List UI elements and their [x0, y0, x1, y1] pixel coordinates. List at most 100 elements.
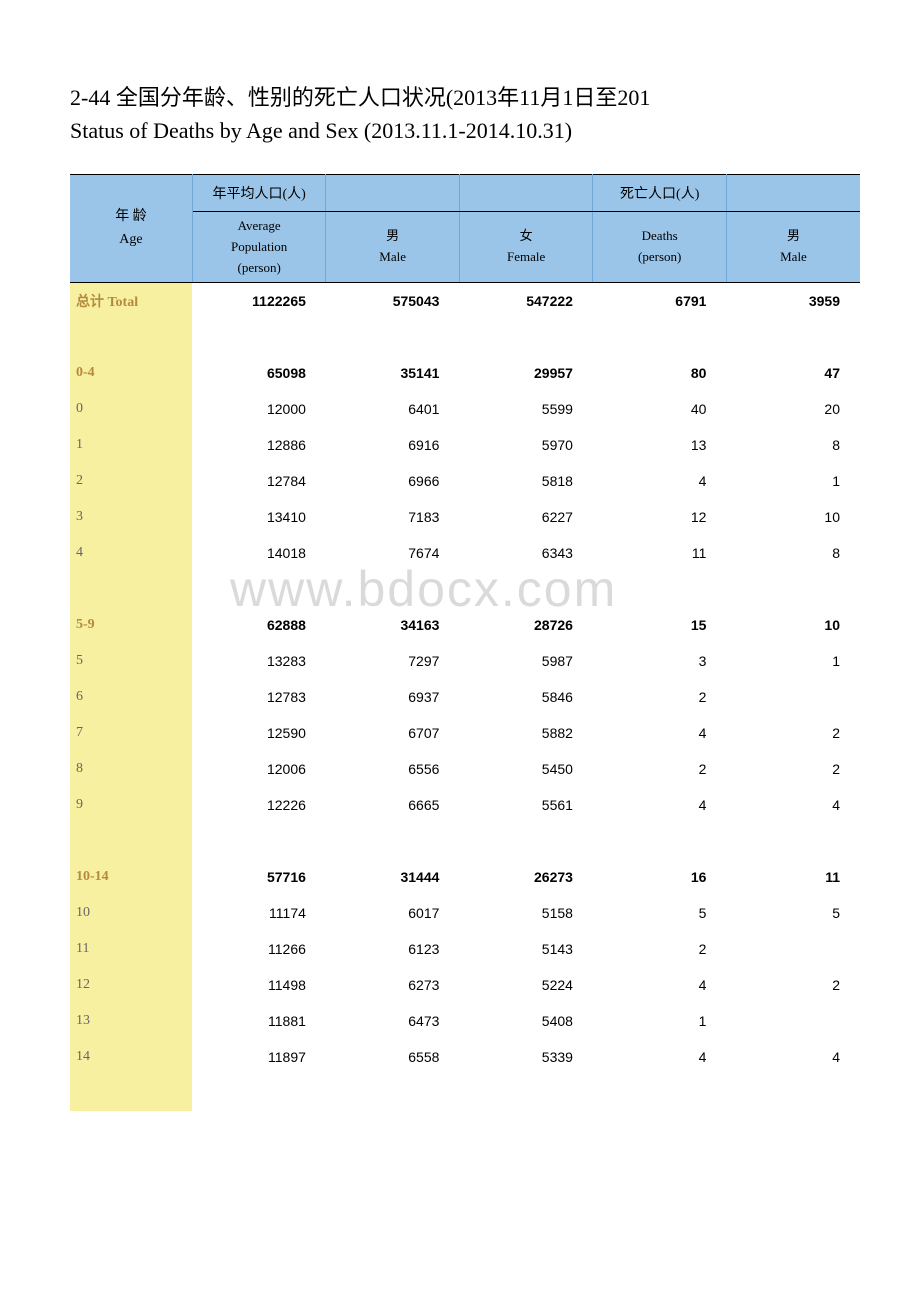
- cell-blank: [326, 571, 460, 607]
- cell-value: 6401: [326, 391, 460, 427]
- cell-blank: [593, 319, 727, 355]
- table-row: 41401876746343118: [70, 535, 860, 571]
- cell-value: 15: [593, 607, 727, 643]
- cell-value: 34163: [326, 607, 460, 643]
- cell-value: 12784: [192, 463, 326, 499]
- cell-value: 6227: [459, 499, 593, 535]
- header-avgpop-sub: Average Population (person): [192, 212, 326, 283]
- cell-value: 11897: [192, 1039, 326, 1075]
- cell-value: 11266: [192, 931, 326, 967]
- cell-value: 5561: [459, 787, 593, 823]
- cell-value: 14018: [192, 535, 326, 571]
- cell-value: 5450: [459, 751, 593, 787]
- cell-value: 6707: [326, 715, 460, 751]
- table-row: 5132837297598731: [70, 643, 860, 679]
- cell-value: 11: [593, 535, 727, 571]
- header-deaths-sub: Deaths (person): [593, 212, 727, 283]
- cell-value: 4: [593, 715, 727, 751]
- cell-value: 62888: [192, 607, 326, 643]
- header-age: 年 龄 Age: [70, 175, 192, 283]
- cell-value: 12000: [192, 391, 326, 427]
- data-table: 年 龄 Age 年平均人口(人) 死亡人口(人) Average Populat…: [70, 174, 860, 1111]
- cell-label: 总计 Total: [70, 283, 192, 320]
- cell-value: 12226: [192, 787, 326, 823]
- cell-value: 16: [593, 859, 727, 895]
- cell-value: 6273: [326, 967, 460, 1003]
- header-male: 男 Male: [326, 212, 460, 283]
- cell-value: 5882: [459, 715, 593, 751]
- cell-blank: [70, 319, 192, 355]
- cell-blank: [70, 1075, 192, 1111]
- cell-label: 5: [70, 643, 192, 679]
- cell-value: 65098: [192, 355, 326, 391]
- cell-value: 6473: [326, 1003, 460, 1039]
- table-row: 2127846966581841: [70, 463, 860, 499]
- cell-value: 5339: [459, 1039, 593, 1075]
- cell-value: 6916: [326, 427, 460, 463]
- cell-label: 2: [70, 463, 192, 499]
- cell-value: 5818: [459, 463, 593, 499]
- cell-blank: [459, 319, 593, 355]
- cell-value: 11174: [192, 895, 326, 931]
- cell-blank: [593, 823, 727, 859]
- table-row: 总计 Total112226557504354722267913959: [70, 283, 860, 320]
- cell-label: 0-4: [70, 355, 192, 391]
- cell-blank: [726, 571, 860, 607]
- cell-label: 8: [70, 751, 192, 787]
- cell-value: 57716: [192, 859, 326, 895]
- cell-value: 4: [593, 1039, 727, 1075]
- title-chinese: 2-44 全国分年龄、性别的死亡人口状况(2013年11月1日至201: [70, 80, 860, 112]
- cell-value: 2: [726, 715, 860, 751]
- cell-label: 6: [70, 679, 192, 715]
- cell-value: 8: [726, 535, 860, 571]
- cell-label: 0: [70, 391, 192, 427]
- header-dmale: 男 Male: [726, 212, 860, 283]
- cell-blank: [326, 319, 460, 355]
- header-female: 女 Female: [459, 212, 593, 283]
- header-blank1: [326, 175, 460, 212]
- cell-value: 6665: [326, 787, 460, 823]
- table-row: 5-96288834163287261510: [70, 607, 860, 643]
- cell-blank: [593, 1075, 727, 1111]
- cell-label: 5-9: [70, 607, 192, 643]
- table-row: 12114986273522442: [70, 967, 860, 1003]
- cell-blank: [192, 823, 326, 859]
- cell-value: 5408: [459, 1003, 593, 1039]
- cell-value: 13283: [192, 643, 326, 679]
- cell-blank: [726, 319, 860, 355]
- cell-value: 7297: [326, 643, 460, 679]
- cell-value: 3959: [726, 283, 860, 320]
- cell-label: 9: [70, 787, 192, 823]
- cell-value: 6343: [459, 535, 593, 571]
- cell-value: 20: [726, 391, 860, 427]
- cell-value: 28726: [459, 607, 593, 643]
- cell-value: 6966: [326, 463, 460, 499]
- table-row: 7125906707588242: [70, 715, 860, 751]
- cell-value: 4: [593, 787, 727, 823]
- cell-value: 5970: [459, 427, 593, 463]
- cell-value: 26273: [459, 859, 593, 895]
- cell-value: 12783: [192, 679, 326, 715]
- cell-blank: [593, 571, 727, 607]
- cell-value: 2: [593, 751, 727, 787]
- table-row: 8120066556545022: [70, 751, 860, 787]
- table-row: 1311881647354081: [70, 1003, 860, 1039]
- cell-value: 12: [593, 499, 727, 535]
- cell-value: 6791: [593, 283, 727, 320]
- header-blank2: [459, 175, 593, 212]
- cell-value: 12006: [192, 751, 326, 787]
- cell-value: 10: [726, 499, 860, 535]
- cell-value: 5158: [459, 895, 593, 931]
- cell-value: 3: [593, 643, 727, 679]
- cell-label: 12: [70, 967, 192, 1003]
- cell-value: 29957: [459, 355, 593, 391]
- cell-blank: [70, 571, 192, 607]
- table-row: 612783693758462: [70, 679, 860, 715]
- cell-value: 10: [726, 607, 860, 643]
- cell-value: 12886: [192, 427, 326, 463]
- cell-blank: [459, 571, 593, 607]
- cell-value: [726, 931, 860, 967]
- cell-value: 6558: [326, 1039, 460, 1075]
- table-row: 9122266665556144: [70, 787, 860, 823]
- table-row: [70, 1075, 860, 1111]
